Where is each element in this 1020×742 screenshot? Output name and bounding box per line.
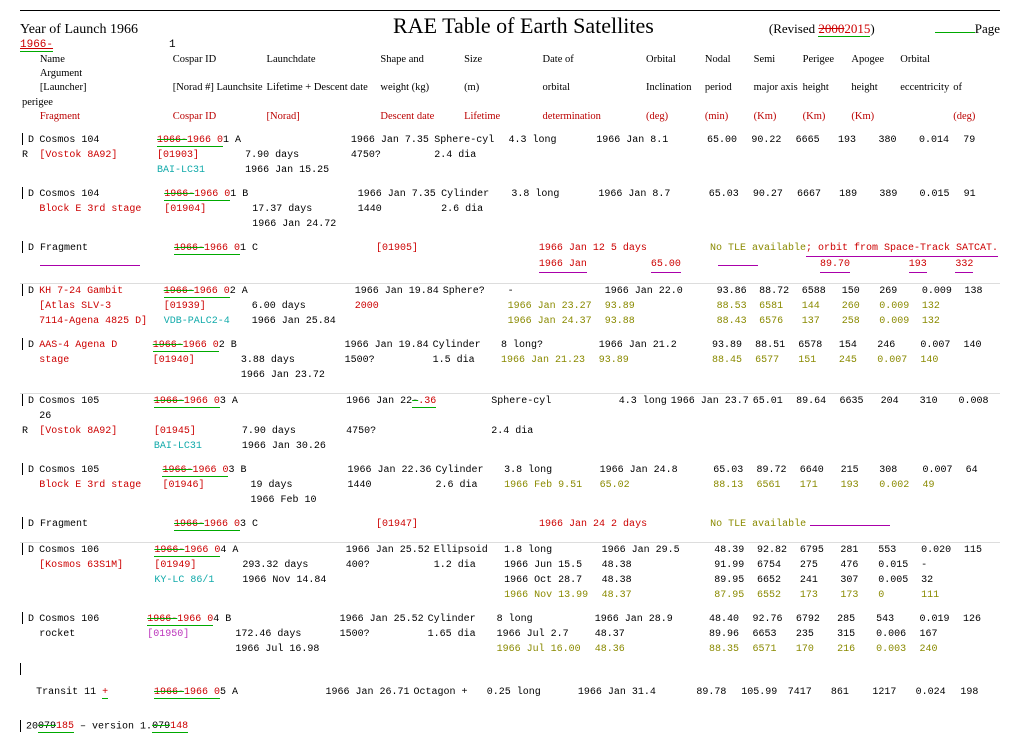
column-headers: NameArgument[Launcher] Cospar ID[Norad #… xyxy=(20,53,1000,124)
entry-cosmos-104-a: DCosmos 1041966-1966 01 A1966 Jan 7.35Sp… xyxy=(20,132,1000,178)
entry-cosmos-106-a: DCosmos 1061966-1966 04 A1966 Jan 25.52E… xyxy=(20,542,1000,603)
page-title: RAE Table of Earth Satellites xyxy=(278,13,769,39)
footer-version: 20079185 – version 1.079148 xyxy=(20,720,1000,733)
entry-cosmos-106-b: DCosmos 1061966-1966 04 B1966 Jan 25.52C… xyxy=(20,611,1000,657)
entry-fragment-01c: DFragment1966-1966 01 C[01905]1966 Jan 1… xyxy=(20,240,1000,273)
entry-transit-11: Transit 11 +1966-1966 05 A1966 Jan 26.71… xyxy=(20,684,1000,700)
year-label: Year of Launch 1966 xyxy=(20,22,138,38)
page-label: Page xyxy=(935,21,1000,37)
entry-cosmos-105-b: DCosmos 1051966-1966 03 B1966 Jan 22.36C… xyxy=(20,462,1000,508)
page-number: 1 xyxy=(169,39,176,51)
revised-label: (Revised 20002015) xyxy=(769,21,875,37)
entry-cosmos-105-a: DCosmos 1051966-1966 03 A1966 Jan 22-.36… xyxy=(20,393,1000,454)
entry-aas4-agena: DAAS-4 Agena D1966-1966 02 B1966 Jan 19.… xyxy=(20,337,1000,383)
year-link[interactable]: 1966- xyxy=(20,39,53,52)
entry-fragment-03c: DFragment1966-1966 03 C[01947]1966 Jan 2… xyxy=(20,516,892,532)
subheader: 1966- 1 xyxy=(20,39,1000,51)
header: Year of Launch 1966 RAE Table of Earth S… xyxy=(20,10,1000,39)
entry-cosmos-104-b: DCosmos 1041966-1966 01 B1966 Jan 7.35Cy… xyxy=(20,186,1000,232)
entry-kh-gambit: DKH 7-24 Gambit1966-1966 02 A1966 Jan 19… xyxy=(20,283,1000,329)
